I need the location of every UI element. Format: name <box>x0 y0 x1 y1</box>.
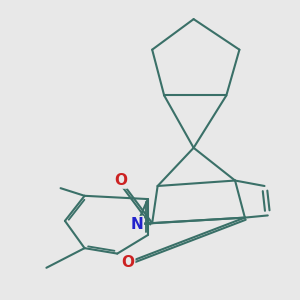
Text: N: N <box>130 217 143 232</box>
Text: O: O <box>122 255 135 270</box>
Text: O: O <box>114 173 127 188</box>
